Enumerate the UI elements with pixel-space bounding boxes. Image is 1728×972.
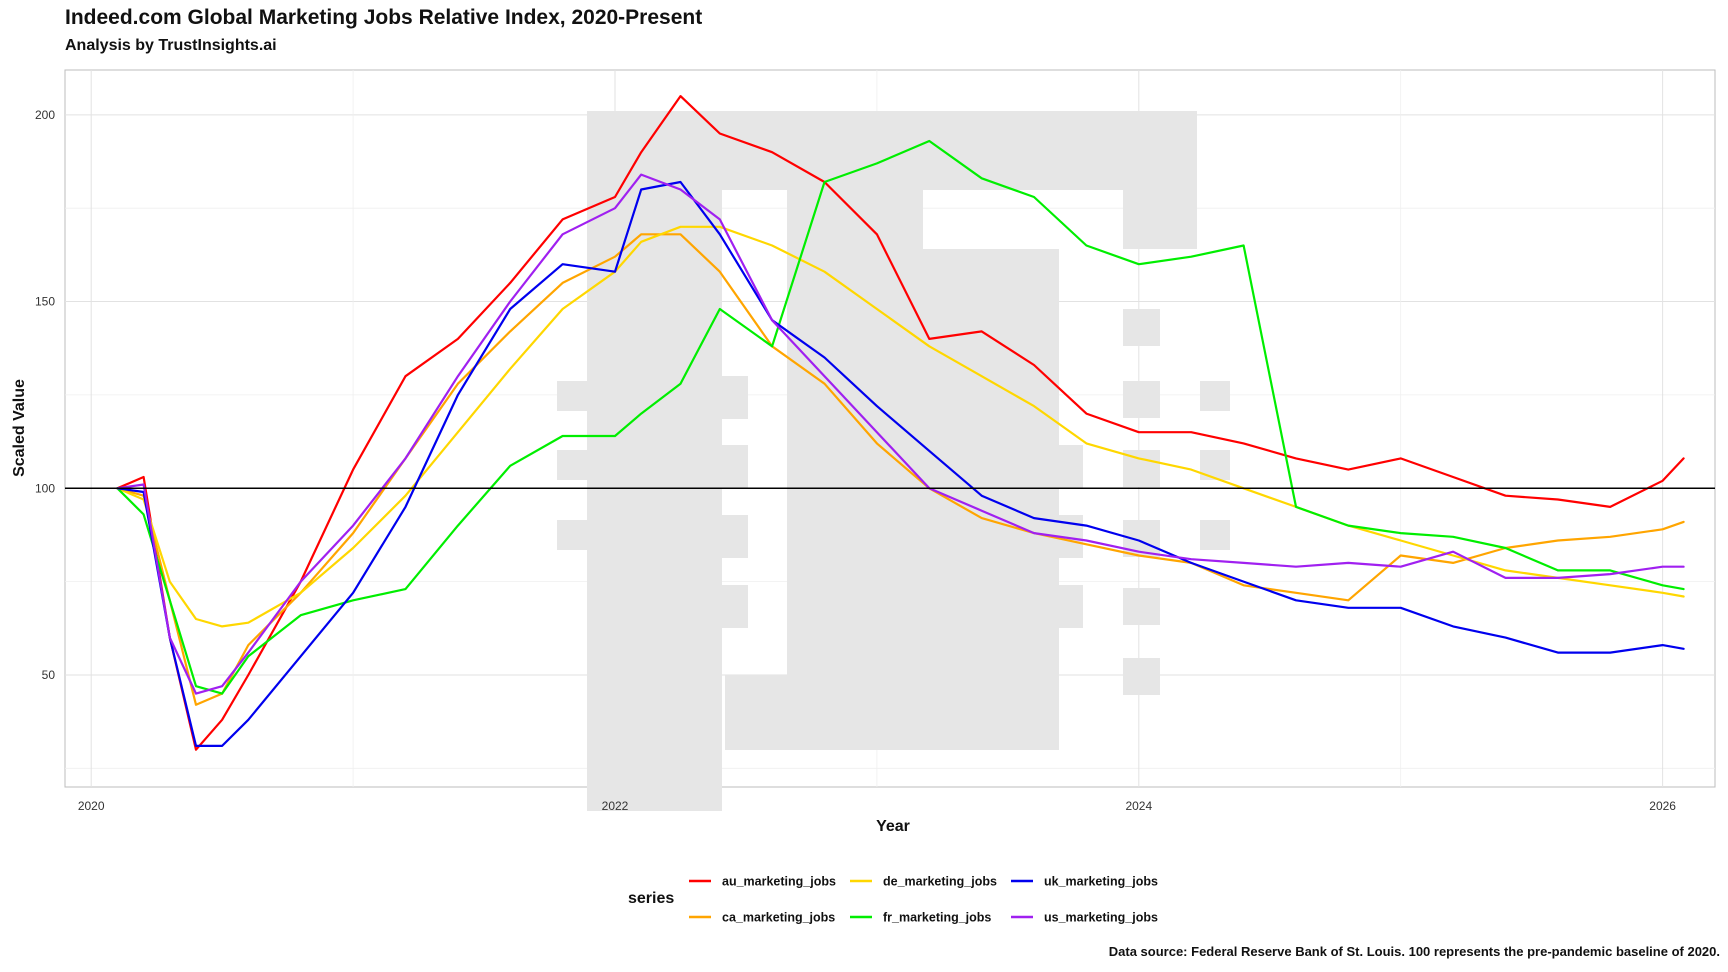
legend-label: us_marketing_jobs — [1044, 911, 1158, 925]
series-line-fr_marketing_jobs — [116, 139, 1685, 695]
x-tick-label: 2020 — [78, 799, 105, 813]
x-axis-title: Year — [876, 818, 910, 835]
legend-label: uk_marketing_jobs — [1044, 875, 1158, 889]
x-tick-label: 2022 — [602, 799, 629, 813]
series-line-ca_marketing_jobs — [116, 233, 1685, 706]
x-tick-label: 2026 — [1649, 799, 1676, 813]
y-axis-title: Scaled Value — [11, 379, 28, 477]
legend-label: ca_marketing_jobs — [722, 911, 835, 925]
legend-item-de_marketing_jobs: de_marketing_jobs — [850, 875, 997, 889]
series-line-de_marketing_jobs — [116, 225, 1685, 628]
data-source-caption: Data source: Federal Reserve Bank of St.… — [1108, 944, 1720, 959]
series-line-us_marketing_jobs — [116, 173, 1685, 695]
legend-item-uk_marketing_jobs: uk_marketing_jobs — [1011, 875, 1158, 889]
legend-item-us_marketing_jobs: us_marketing_jobs — [1011, 911, 1158, 925]
series-lines — [116, 94, 1685, 751]
legend-item-au_marketing_jobs: au_marketing_jobs — [689, 875, 836, 889]
chart-subtitle: Analysis by TrustInsights.ai — [65, 37, 277, 54]
legend-item-ca_marketing_jobs: ca_marketing_jobs — [689, 911, 835, 925]
legend-title: series — [628, 890, 674, 907]
legend-label: fr_marketing_jobs — [883, 911, 991, 925]
legend-item-fr_marketing_jobs: fr_marketing_jobs — [850, 911, 991, 925]
y-tick-label: 150 — [35, 295, 55, 309]
legend-label: de_marketing_jobs — [883, 875, 997, 889]
y-tick-label: 50 — [42, 668, 56, 682]
y-tick-label: 200 — [35, 108, 55, 122]
y-tick-label: 100 — [35, 481, 55, 495]
chart-title: Indeed.com Global Marketing Jobs Relativ… — [65, 6, 703, 29]
watermark-logo — [557, 111, 1230, 811]
axis-ticks: 50 100 150 200 2020 2022 2024 2026 — [35, 108, 1676, 813]
series-line-uk_marketing_jobs — [116, 180, 1685, 748]
x-tick-label: 2024 — [1125, 799, 1152, 813]
legend: series au_marketing_jobs ca_marketing_job… — [628, 875, 1158, 925]
legend-label: au_marketing_jobs — [722, 875, 836, 889]
